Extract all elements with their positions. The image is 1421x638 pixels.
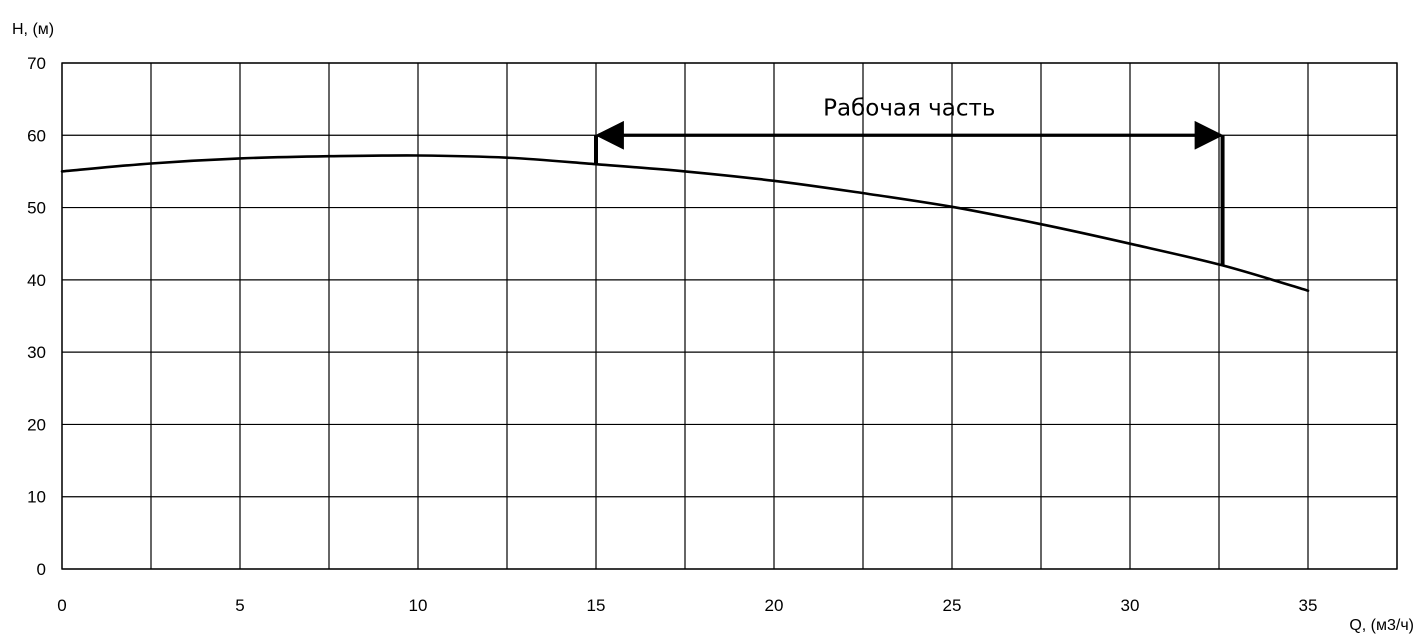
y-tick-label: 70	[27, 54, 46, 73]
annotation-layer: Рабочая часть	[594, 95, 1225, 266]
head-curve-line	[60, 154, 1310, 292]
y-tick-label: 50	[27, 199, 46, 218]
plot-area	[61, 62, 1398, 570]
y-tick-label: 20	[27, 415, 46, 434]
x-axis-title: Q, (м3/ч)	[1349, 617, 1414, 634]
y-tick-label: 0	[37, 560, 46, 579]
working-range-label: Рабочая часть	[823, 95, 995, 121]
x-tick-label: 25	[943, 596, 962, 615]
series-layer	[60, 154, 1310, 292]
x-tick-label: 30	[1121, 596, 1140, 615]
y-tick-label: 30	[27, 343, 46, 362]
x-tick-label: 0	[57, 596, 66, 615]
x-tick-label: 10	[409, 596, 428, 615]
tick-labels: 0 5 10 15 20 25 30 35 0 10 20 30 40 50 60 70	[27, 54, 1317, 615]
y-axis-title: H, (м)	[12, 21, 54, 38]
y-tick-label: 40	[27, 271, 46, 290]
y-tick-label: 10	[27, 488, 46, 507]
x-tick-label: 35	[1299, 596, 1318, 615]
y-tick-label: 60	[27, 126, 46, 145]
x-tick-label: 15	[587, 596, 606, 615]
x-tick-label: 20	[765, 596, 784, 615]
x-tick-label: 5	[235, 596, 244, 615]
